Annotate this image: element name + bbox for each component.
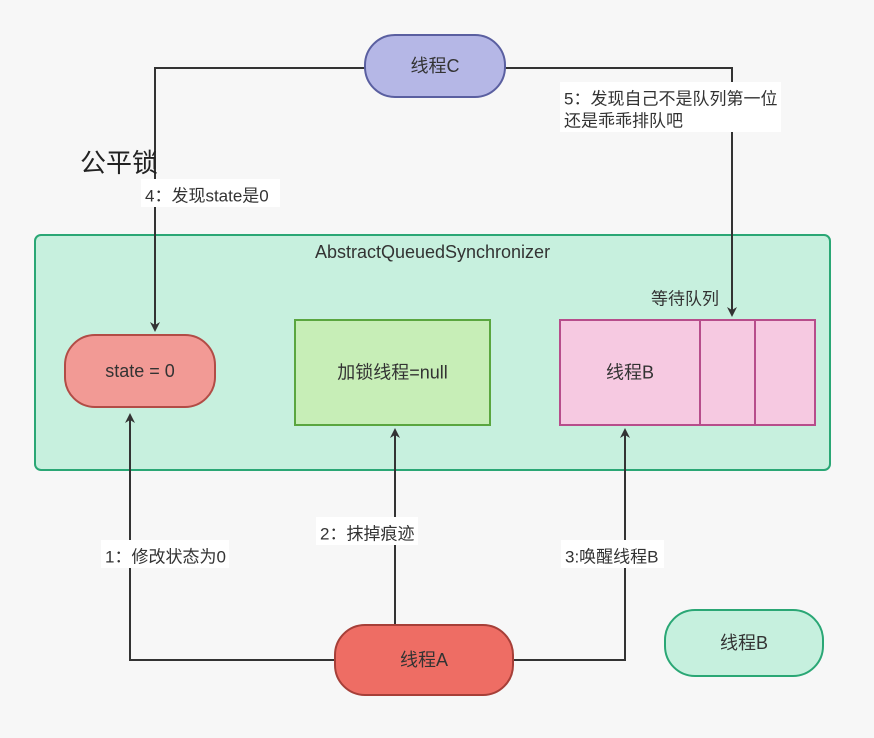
lock-thread-node: 加锁线程=null (295, 320, 490, 425)
edge-2-label: 2：抹掉痕迹 (316, 517, 418, 545)
svg-text:1：修改状态为0: 1：修改状态为0 (105, 547, 226, 566)
edge-1-label: 1：修改状态为0 (101, 540, 229, 568)
queue-title: 等待队列 (651, 289, 719, 308)
thread-a-node: 线程A (335, 625, 513, 695)
queue-cell-0-label: 线程B (606, 362, 654, 382)
diagram-title: 公平锁 (80, 148, 158, 178)
svg-text:3:唤醒线程B: 3:唤醒线程B (565, 547, 659, 566)
svg-text:还是乖乖排队吧: 还是乖乖排队吧 (564, 111, 683, 130)
svg-text:4：发现state是0: 4：发现state是0 (145, 186, 269, 205)
queue-cell-2 (755, 320, 815, 425)
edge-5-label: 5：发现自己不是队列第一位还是乖乖排队吧 (560, 82, 781, 132)
state-node: state = 0 (65, 335, 215, 407)
edge-4-label: 4：发现state是0 (141, 179, 280, 207)
state-node-label: state = 0 (105, 361, 175, 381)
thread-c-node: 线程C (365, 35, 505, 97)
thread-b-node-label: 线程B (720, 633, 768, 653)
aqs-container-title: AbstractQueuedSynchronizer (315, 242, 550, 262)
edge-3-label: 3:唤醒线程B (561, 540, 664, 568)
diagram-canvas: AbstractQueuedSynchronizer 线程C state = 0 加… (0, 0, 874, 738)
queue-cell-1 (700, 320, 755, 425)
thread-b-node: 线程B (665, 610, 823, 676)
thread-c-node-label: 线程C (411, 56, 460, 76)
lock-thread-label: 加锁线程=null (337, 362, 448, 382)
thread-a-node-label: 线程A (400, 650, 448, 670)
svg-text:2：抹掉痕迹: 2：抹掉痕迹 (320, 524, 414, 543)
svg-text:5：发现自己不是队列第一位: 5：发现自己不是队列第一位 (564, 89, 777, 108)
wait-queue: 线程B (560, 320, 815, 425)
